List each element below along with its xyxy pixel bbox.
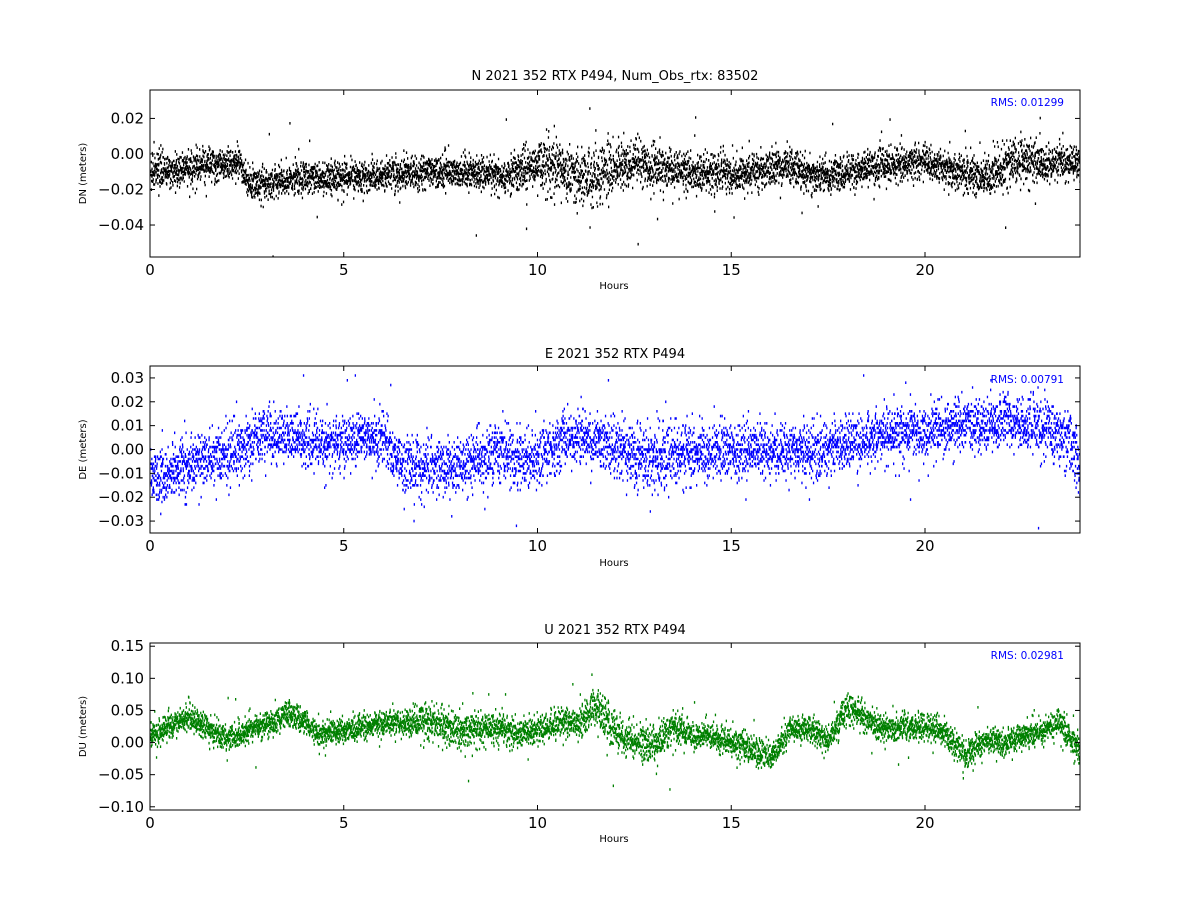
- panel-north-markers: [150, 107, 1080, 257]
- panel-east: E 2021 352 RTX P494 0 5 10 15 20 −0.03 −0.02 −0…: [78, 347, 1081, 569]
- x-tick-label: 15: [722, 261, 741, 279]
- x-tick-label: 15: [722, 537, 741, 555]
- panel-up-frame: [149, 642, 1081, 811]
- y-tick-label: 0.15: [111, 637, 144, 655]
- y-tick-label: 0.05: [111, 701, 144, 719]
- panel-north: N 2021 352 RTX P494, Num_Obs_rtx: 83502 …: [78, 69, 1081, 292]
- y-tick-label: −0.01: [98, 464, 144, 482]
- panel-east-xlabel: Hours: [599, 558, 628, 569]
- panel-east-title: E 2021 352 RTX P494: [545, 347, 685, 362]
- y-tick-label: 0.00: [111, 734, 144, 752]
- x-tick-label: 20: [915, 261, 934, 279]
- x-tick-label: 10: [528, 537, 547, 555]
- y-tick-label: 0.00: [111, 145, 144, 163]
- x-tick-label: 0: [145, 814, 155, 832]
- panel-north-rms: RMS: 0.01299: [991, 97, 1064, 109]
- panel-up-ylabel: DU (meters): [78, 696, 89, 757]
- panel-north-ylabel: DN (meters): [78, 143, 89, 205]
- panel-north-axes: 0 5 10 15 20 −0.04 −0.02 0.00 0.02: [98, 90, 1080, 279]
- y-tick-label: −0.02: [98, 488, 144, 506]
- series-0-markers: [150, 673, 1080, 791]
- x-tick-label: 0: [145, 261, 155, 279]
- y-tick-label: 0.10: [111, 669, 144, 687]
- x-tick-label: 5: [339, 261, 349, 279]
- y-tick-label: 0.02: [111, 109, 144, 127]
- panel-up-xlabel: Hours: [599, 834, 628, 845]
- x-tick-label: 20: [915, 814, 934, 832]
- x-tick-label: 10: [528, 261, 547, 279]
- panel-up-axes: 0 5 10 15 20 −0.10 −0.05 0.00 0.05 0.10 0.15: [98, 637, 1080, 832]
- x-tick-label: 5: [339, 537, 349, 555]
- x-tick-label: 0: [145, 537, 155, 555]
- x-tick-label: 20: [915, 537, 934, 555]
- y-tick-label: 0.02: [111, 393, 144, 411]
- y-tick-label: −0.02: [98, 180, 144, 198]
- panel-east-ylabel: DE (meters): [78, 419, 89, 479]
- panel-east-markers: [150, 374, 1080, 530]
- panel-north-frame: [149, 89, 1081, 258]
- y-tick-label: 0.03: [111, 369, 144, 387]
- panel-east-rms: RMS: 0.00791: [991, 374, 1064, 386]
- panel-up-title: U 2021 352 RTX P494: [544, 623, 686, 638]
- y-tick-label: 0.01: [111, 417, 144, 435]
- y-tick-label: −0.05: [98, 766, 144, 784]
- series-0-markers: [150, 107, 1080, 257]
- panel-up-rms: RMS: 0.02981: [991, 650, 1064, 662]
- panel-up: U 2021 352 RTX P494 0 5 10 15 20 −0.10 −0.05 0.…: [78, 623, 1081, 845]
- panel-east-axes: 0 5 10 15 20 −0.03 −0.02 −0.01 0.00 0.01 0.02 0.03: [98, 366, 1080, 555]
- y-tick-label: −0.04: [98, 216, 144, 234]
- panel-up-markers: [150, 673, 1080, 791]
- panel-north-title: N 2021 352 RTX P494, Num_Obs_rtx: 83502: [472, 69, 759, 84]
- x-tick-label: 5: [339, 814, 349, 832]
- y-tick-label: 0.00: [111, 441, 144, 459]
- y-tick-label: −0.03: [98, 512, 144, 530]
- panel-north-xlabel: Hours: [599, 281, 628, 292]
- y-tick-label: −0.10: [98, 798, 144, 816]
- x-tick-label: 10: [528, 814, 547, 832]
- series-0-markers: [150, 374, 1080, 530]
- x-tick-label: 15: [722, 814, 741, 832]
